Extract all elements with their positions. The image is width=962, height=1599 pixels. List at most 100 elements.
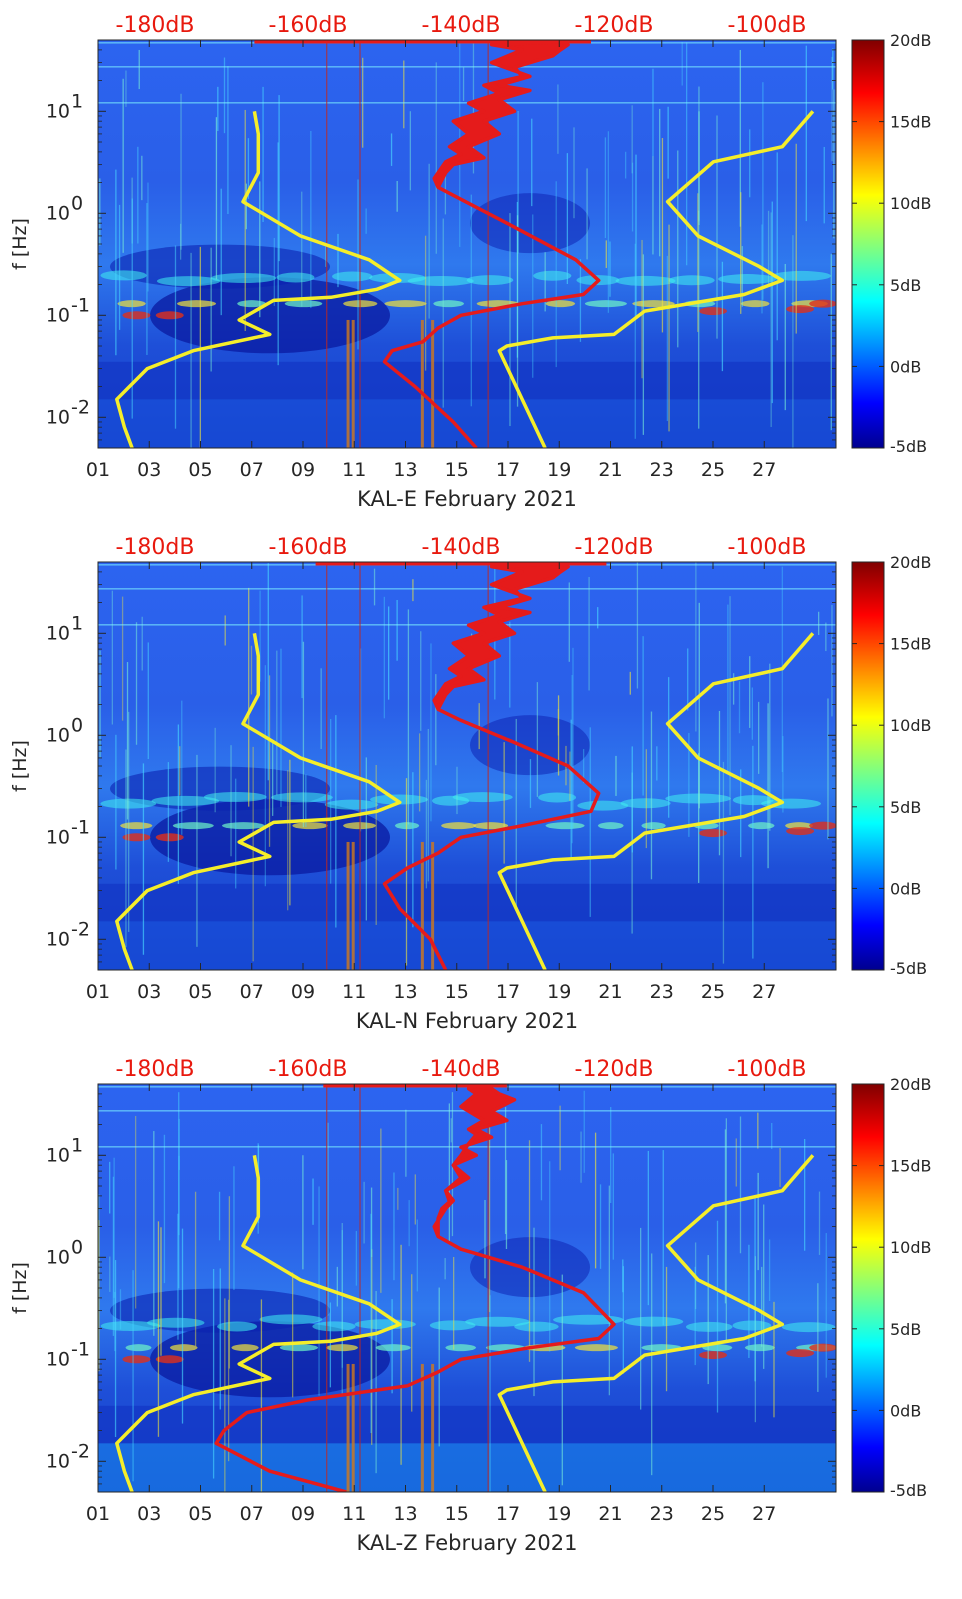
top-db-label: -180dB: [116, 1057, 195, 1082]
y-axis-label: f [Hz]: [9, 740, 31, 792]
x-tick-label: 17: [496, 981, 520, 1003]
noise-model-line-0: [115, 633, 402, 970]
top-db-label: -120dB: [575, 1057, 654, 1082]
y-axis-label: f [Hz]: [9, 218, 31, 270]
colorbar-tick-label: 15dB: [890, 1157, 932, 1176]
colorbar-tick-label: 10dB: [890, 1238, 932, 1257]
x-tick-label: 23: [650, 981, 674, 1003]
colorbar-tick-label: 0dB: [890, 879, 921, 898]
colorbar-tick-label: 5dB: [890, 1320, 921, 1339]
top-db-label: -140dB: [422, 13, 501, 38]
x-axis-label: KAL-N February 2021: [356, 1009, 578, 1033]
x-tick-label: 13: [393, 1503, 417, 1525]
top-db-label: -160dB: [269, 13, 348, 38]
y-tick-exponent: -2: [71, 918, 90, 940]
x-tick-label: 03: [137, 981, 161, 1003]
y-tick-label: 10: [46, 826, 70, 848]
y-tick-exponent: 0: [71, 192, 83, 214]
x-tick-label: 11: [342, 459, 366, 481]
x-tick-label: 25: [701, 459, 725, 481]
x-tick-label: 25: [701, 1503, 725, 1525]
x-tick-label: 21: [598, 981, 622, 1003]
x-tick-label: 15: [445, 981, 469, 1003]
colorbar: 20dB 15dB 10dB 5dB 0dB -5dB: [851, 31, 932, 456]
y-tick-label: 10: [46, 1246, 70, 1268]
top-db-label: -180dB: [116, 535, 195, 560]
x-tick-label: 03: [137, 459, 161, 481]
colorbar-gradient: [851, 39, 885, 449]
y-tick-label: 10: [46, 406, 70, 428]
x-tick-label: 27: [752, 981, 776, 1003]
top-db-label: -100dB: [728, 535, 807, 560]
top-db-label: -140dB: [422, 1057, 501, 1082]
x-tick-label: 23: [650, 1503, 674, 1525]
y-tick-exponent: 0: [71, 1236, 83, 1258]
top-db-label: -140dB: [422, 535, 501, 560]
y-tick-label: 10: [46, 928, 70, 950]
x-tick-label: 21: [598, 459, 622, 481]
y-tick-label: 10: [46, 1144, 70, 1166]
spectrogram-texture: [98, 1084, 836, 1492]
y-tick-exponent: -2: [71, 1440, 90, 1462]
colorbar-tick-label: 10dB: [890, 194, 932, 213]
noise-model-line-1: [497, 632, 815, 970]
colorbar-tick-label: 15dB: [890, 113, 932, 132]
x-tick-label: 07: [240, 1503, 264, 1525]
colorbar-tick-label: 20dB: [890, 553, 932, 572]
x-tick-label: 05: [188, 1503, 212, 1525]
colorbar-tick-label: -5dB: [890, 959, 927, 978]
top-db-label: -120dB: [575, 13, 654, 38]
colorbar-tick-label: 15dB: [890, 635, 932, 654]
colorbar-tick-label: -5dB: [890, 1481, 927, 1500]
y-tick-exponent: -1: [71, 816, 90, 838]
x-axis-label: KAL-Z February 2021: [357, 1531, 578, 1555]
x-tick-label: 15: [445, 459, 469, 481]
x-tick-label: 09: [291, 1503, 315, 1525]
colorbar-tick-label: 0dB: [890, 1401, 921, 1420]
x-tick-label: 19: [547, 459, 571, 481]
x-tick-label: 05: [188, 981, 212, 1003]
x-tick-label: 01: [86, 1503, 110, 1525]
x-tick-label: 19: [547, 1503, 571, 1525]
x-tick-label: 11: [342, 981, 366, 1003]
x-tick-label: 27: [752, 1503, 776, 1525]
x-tick-label: 01: [86, 459, 110, 481]
y-tick-exponent: 1: [71, 612, 83, 634]
y-tick-exponent: -2: [71, 396, 90, 418]
x-tick-label: 21: [598, 1503, 622, 1525]
spectrogram-texture: [98, 562, 836, 970]
noise-model-line-0: [115, 1155, 402, 1492]
colorbar: 20dB 15dB 10dB 5dB 0dB -5dB: [851, 553, 932, 978]
x-tick-label: 01: [86, 981, 110, 1003]
y-tick-exponent: 0: [71, 714, 83, 736]
x-tick-label: 07: [240, 459, 264, 481]
y-tick-label: 10: [46, 202, 70, 224]
y-tick-label: 10: [46, 622, 70, 644]
x-tick-label: 27: [752, 459, 776, 481]
x-tick-label: 25: [701, 981, 725, 1003]
colorbar-tick-label: 20dB: [890, 1075, 932, 1094]
y-tick-label: 10: [46, 1348, 70, 1370]
colorbar-tick-label: 0dB: [890, 357, 921, 376]
noise-model-line-0: [115, 111, 402, 448]
top-db-label: -160dB: [269, 535, 348, 560]
top-db-label: -160dB: [269, 1057, 348, 1082]
colorbar-tick-label: 5dB: [890, 276, 921, 295]
x-tick-label: 13: [393, 459, 417, 481]
colorbar-tick-label: -5dB: [890, 437, 927, 456]
colorbar-gradient: [851, 561, 885, 971]
y-tick-exponent: 1: [71, 1134, 83, 1156]
y-axis-label: f [Hz]: [9, 1262, 31, 1314]
x-tick-label: 09: [291, 981, 315, 1003]
colorbar-tick-label: 10dB: [890, 716, 932, 735]
y-tick-exponent: -1: [71, 1338, 90, 1360]
psd-line-2: [382, 185, 601, 448]
x-tick-label: 17: [496, 459, 520, 481]
colorbar-tick-label: 20dB: [890, 31, 932, 50]
y-tick-label: 10: [46, 304, 70, 326]
x-tick-label: 15: [445, 1503, 469, 1525]
x-tick-label: 05: [188, 459, 212, 481]
